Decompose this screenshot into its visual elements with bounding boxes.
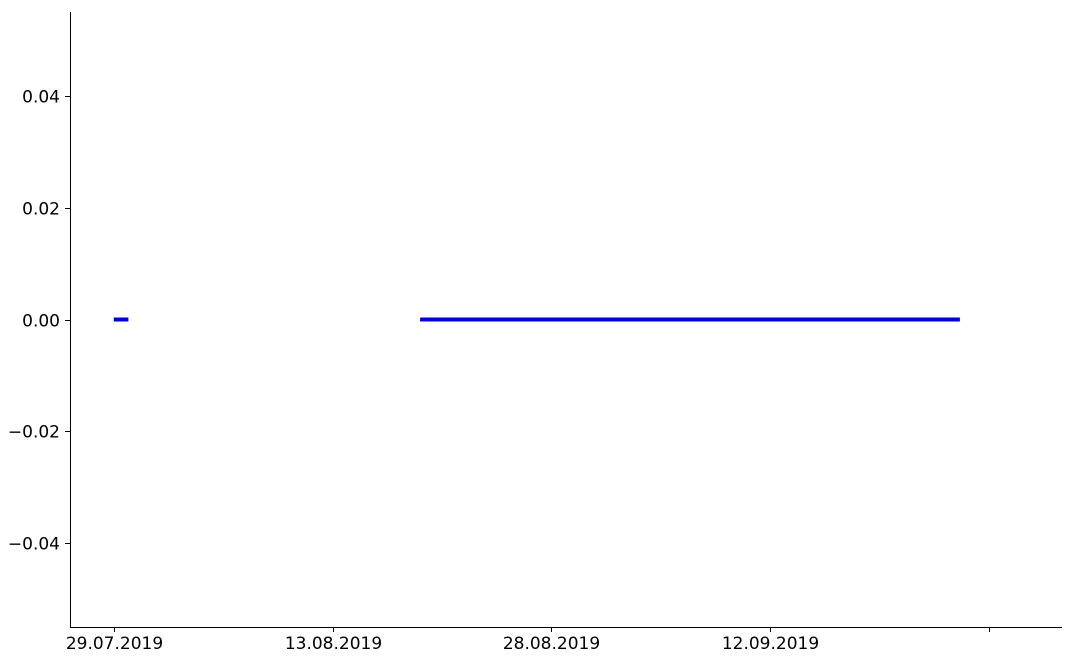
y-tick-label: 0.00 [22,312,60,332]
x-tick-label: 12.09.2019 [722,634,819,654]
x-tick-label: 28.08.2019 [503,634,600,654]
x-axis-ticks: 29.07.2019 13.08.2019 28.08.2019 12.09.2019 [66,627,990,654]
y-tick-label: −0.04 [8,535,60,555]
y-tick-label: −0.02 [8,423,60,443]
y-tick-label: 0.04 [22,88,60,108]
y-axis-ticks: 0.04 0.02 0.00 −0.02 −0.04 [8,88,70,555]
x-tick-label: 13.08.2019 [285,634,382,654]
y-tick-label: 0.02 [22,200,60,220]
x-tick-label: 29.07.2019 [66,634,163,654]
